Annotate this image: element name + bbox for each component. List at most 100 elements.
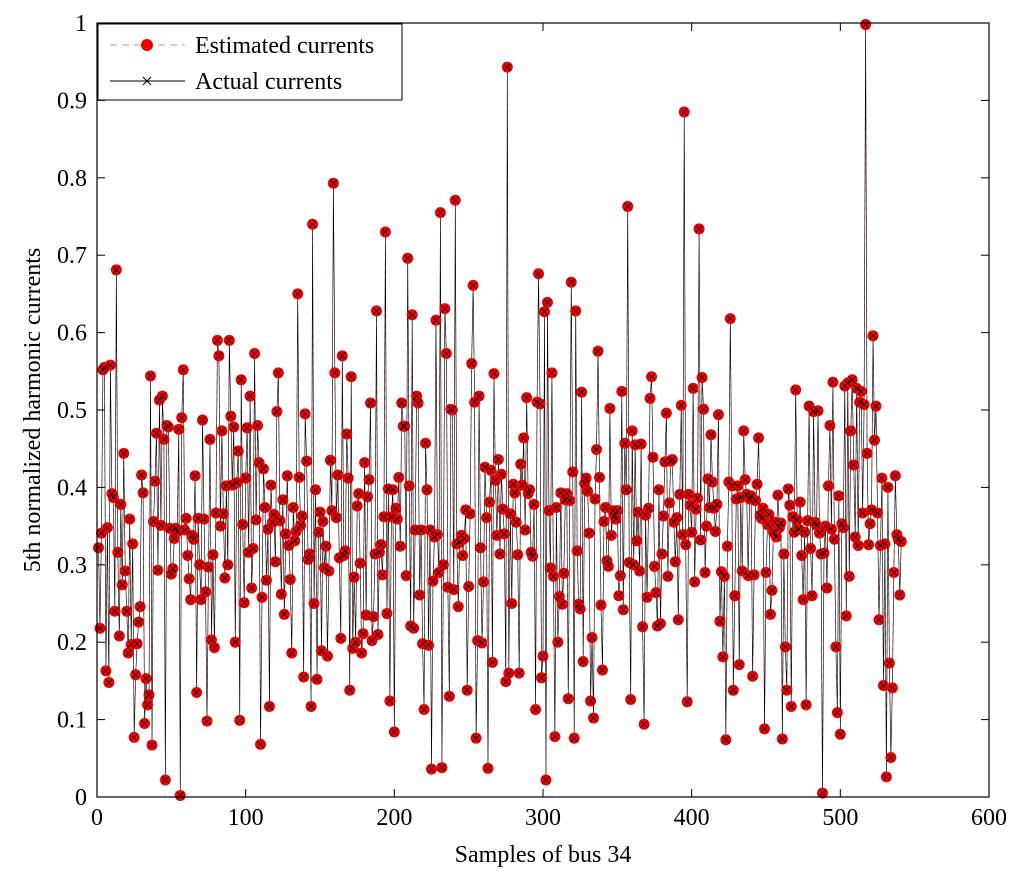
actual-point	[215, 352, 223, 360]
actual-point	[258, 593, 266, 602]
actual-point	[634, 508, 642, 516]
actual-point	[256, 740, 265, 749]
actual-point	[473, 636, 482, 645]
actual-point	[784, 485, 793, 493]
x-axis-label: Samples of bus 34	[455, 842, 632, 868]
actual-point	[719, 653, 727, 661]
y-tick-label: 0	[75, 785, 87, 811]
actual-point	[757, 514, 766, 523]
actual-point	[296, 521, 305, 530]
y-tick-label: 0.2	[57, 630, 87, 656]
actual-point	[583, 487, 592, 496]
actual-point	[597, 601, 605, 609]
actual-point	[796, 498, 804, 506]
actual-point	[374, 630, 382, 639]
actual-point	[114, 548, 122, 557]
actual-point	[571, 307, 580, 315]
actual-point	[209, 550, 217, 559]
x-tick-label: 0	[91, 805, 103, 831]
actual-point	[286, 575, 295, 584]
actual-point	[493, 531, 501, 540]
actual-point	[606, 404, 614, 413]
actual-point	[274, 369, 283, 377]
actual-point	[326, 456, 335, 465]
actual-point	[421, 439, 430, 448]
actual-point	[180, 526, 189, 534]
actual-point	[475, 392, 483, 400]
actual-point	[383, 609, 391, 618]
actual-point	[252, 516, 260, 524]
actual-point	[710, 504, 718, 513]
actual-point	[527, 548, 535, 557]
actual-point	[491, 476, 500, 485]
actual-point	[277, 590, 286, 598]
actual-point	[780, 550, 788, 558]
actual-point	[139, 489, 147, 497]
actual-point	[887, 753, 895, 762]
actual-point	[652, 588, 660, 597]
actual-point	[653, 622, 662, 630]
actual-point	[701, 568, 709, 577]
actual-point	[337, 634, 345, 643]
actual-point	[890, 568, 898, 577]
actual-point	[94, 543, 103, 552]
actual-point	[429, 577, 437, 585]
actual-point	[146, 372, 155, 380]
actual-point	[356, 559, 364, 568]
actual-point	[292, 527, 300, 536]
actual-point	[228, 481, 237, 489]
actual-point	[109, 493, 118, 502]
actual-point	[766, 610, 775, 619]
x-tick-label: 300	[525, 805, 561, 831]
actual-point	[870, 436, 879, 444]
actual-point	[488, 658, 497, 667]
actual-point	[888, 684, 897, 692]
actual-point	[833, 708, 842, 717]
actual-point	[415, 591, 424, 599]
actual-point	[476, 543, 485, 552]
actual-point	[100, 363, 109, 372]
actual-point	[751, 496, 760, 505]
actual-point	[563, 489, 571, 498]
actual-point	[133, 639, 141, 648]
actual-point	[558, 600, 567, 609]
actual-point	[464, 582, 473, 591]
actual-point	[826, 421, 834, 430]
actual-point	[368, 636, 376, 645]
actual-point	[340, 551, 348, 560]
actual-point	[675, 490, 684, 499]
actual-point	[152, 429, 161, 438]
actual-point	[143, 701, 152, 709]
legend-actual-label: Actual currents	[195, 69, 342, 95]
actual-point	[817, 550, 825, 558]
actual-point	[313, 675, 321, 684]
actual-point	[591, 495, 599, 503]
actual-point	[863, 449, 871, 458]
y-tick-label: 0.4	[57, 475, 87, 501]
actual-point	[839, 523, 848, 532]
actual-point	[716, 617, 724, 626]
actual-point	[638, 622, 647, 631]
actual-point	[510, 489, 519, 497]
actual-point	[287, 649, 296, 657]
actual-point	[786, 501, 794, 509]
actual-point	[662, 409, 671, 417]
actual-point	[515, 669, 523, 677]
actual-point	[665, 499, 674, 507]
actual-point	[702, 522, 711, 530]
actual-point	[311, 485, 320, 494]
actual-point	[108, 489, 116, 498]
actual-point	[585, 529, 593, 537]
actual-point	[447, 405, 455, 414]
actual-point	[625, 558, 634, 567]
actual-point	[232, 478, 241, 487]
actual-point	[173, 527, 182, 536]
actual-point	[485, 498, 494, 506]
actual-point	[246, 392, 254, 400]
actual-point	[696, 536, 705, 544]
actual-point	[198, 416, 207, 424]
actual-point	[435, 568, 443, 577]
actual-point	[791, 386, 800, 394]
actual-point	[589, 714, 598, 722]
actual-point	[896, 591, 904, 599]
